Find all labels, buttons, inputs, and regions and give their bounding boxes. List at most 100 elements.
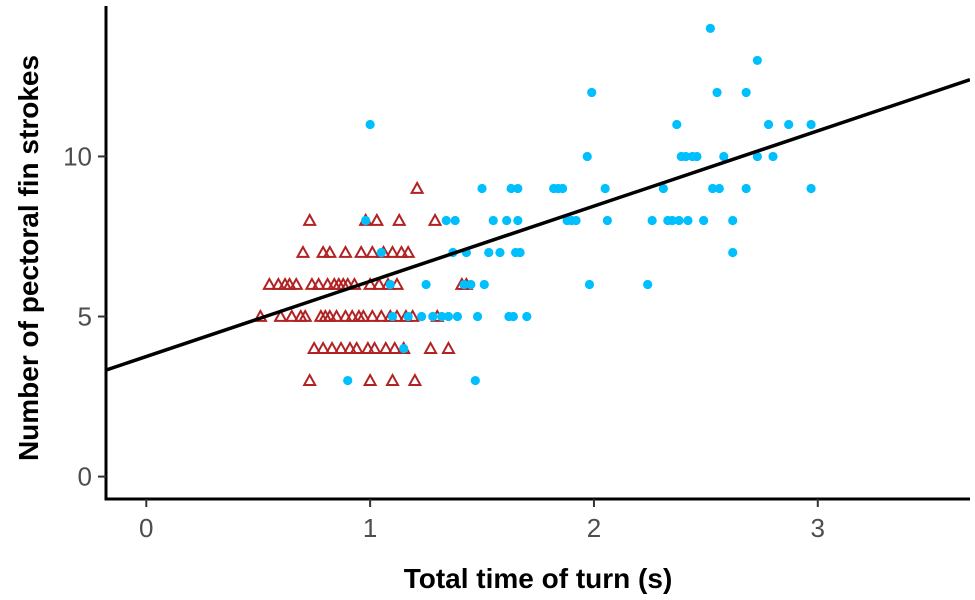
data-point-circle bbox=[466, 279, 476, 290]
data-point-triangle bbox=[302, 212, 317, 226]
data-point-circle bbox=[674, 215, 684, 226]
data-point-circle bbox=[376, 247, 386, 258]
data-point-circle bbox=[441, 215, 451, 226]
data-point-triangle bbox=[394, 244, 409, 258]
x-tick-label: 2 bbox=[587, 513, 601, 543]
data-point-triangle bbox=[392, 212, 407, 226]
x-axis-title: Total time of turn (s) bbox=[404, 563, 673, 594]
data-point-triangle bbox=[304, 276, 320, 290]
data-point-circle bbox=[699, 215, 709, 226]
data-point-circle bbox=[399, 343, 409, 354]
y-tick-label: 10 bbox=[63, 141, 92, 171]
data-point-triangle bbox=[362, 372, 378, 386]
data-point-triangle bbox=[284, 308, 299, 322]
data-point-triangle bbox=[353, 244, 369, 258]
data-point-triangle bbox=[378, 340, 393, 354]
data-point-circle bbox=[452, 311, 463, 322]
x-tick-label: 1 bbox=[363, 513, 377, 543]
data-point-triangle bbox=[385, 372, 400, 386]
data-point-triangle bbox=[409, 180, 425, 194]
data-point-circle bbox=[741, 87, 751, 98]
data-point-circle bbox=[587, 87, 597, 98]
data-point-triangle bbox=[407, 372, 423, 386]
data-point-circle bbox=[443, 311, 454, 322]
data-point-circle bbox=[728, 247, 738, 258]
data-point-circle bbox=[385, 279, 395, 290]
data-point-circle bbox=[763, 119, 774, 130]
data-point-circle bbox=[508, 311, 518, 322]
data-point-triangle bbox=[360, 340, 376, 354]
x-tick-label: 0 bbox=[139, 513, 153, 543]
data-point-circle bbox=[437, 311, 447, 322]
x-tick-label: 3 bbox=[811, 513, 825, 543]
data-point-triangle bbox=[333, 340, 349, 354]
data-point-triangle bbox=[289, 276, 304, 290]
data-point-circle bbox=[421, 279, 431, 290]
data-point-circle bbox=[417, 311, 427, 322]
data-point-triangle bbox=[441, 340, 456, 354]
data-point-circle bbox=[459, 279, 469, 290]
data-point-triangle bbox=[423, 340, 438, 354]
data-point-triangle bbox=[302, 372, 317, 386]
data-point-circle bbox=[683, 215, 693, 226]
data-point-circle bbox=[479, 279, 489, 290]
data-point-triangle bbox=[387, 340, 402, 354]
axes-layer: 0 1 2 3 0 5 10 bbox=[63, 6, 970, 543]
data-point-circle bbox=[582, 151, 592, 162]
fit-line bbox=[106, 78, 970, 372]
data-point-triangle bbox=[282, 276, 297, 290]
data-point-circle bbox=[522, 311, 532, 322]
data-point-triangle bbox=[338, 308, 353, 322]
data-point-circle bbox=[428, 311, 438, 322]
data-point-circle bbox=[361, 215, 371, 226]
data-point-triangle bbox=[427, 212, 443, 226]
data-point-circle bbox=[477, 183, 487, 194]
data-point-circle bbox=[705, 23, 715, 34]
data-point-circle bbox=[488, 215, 498, 226]
data-point-circle bbox=[643, 279, 653, 290]
data-point-triangle bbox=[311, 276, 326, 290]
data-point-triangle bbox=[400, 244, 416, 258]
data-point-triangle bbox=[320, 276, 335, 290]
data-point-circle bbox=[768, 151, 778, 162]
data-point-triangle bbox=[342, 340, 358, 354]
data-point-circle bbox=[403, 311, 413, 322]
data-point-circle bbox=[470, 375, 480, 386]
data-point-circle bbox=[712, 87, 722, 98]
y-tick-label: 0 bbox=[78, 462, 92, 492]
data-point-circle bbox=[472, 311, 483, 322]
data-point-circle bbox=[681, 151, 691, 162]
data-point-circle bbox=[502, 215, 512, 226]
data-point-triangle bbox=[262, 276, 277, 290]
data-point-triangle bbox=[345, 308, 360, 322]
data-point-circle bbox=[571, 215, 581, 226]
data-point-triangle bbox=[369, 212, 385, 226]
data-point-circle bbox=[513, 183, 523, 194]
data-point-triangle bbox=[298, 308, 313, 322]
data-point-triangle bbox=[295, 244, 311, 258]
data-point-circle bbox=[692, 151, 702, 162]
points-layer bbox=[253, 23, 816, 386]
data-point-triangle bbox=[374, 308, 389, 322]
data-point-circle bbox=[343, 375, 353, 386]
data-point-triangle bbox=[315, 244, 331, 258]
fit-line-layer bbox=[106, 78, 970, 372]
data-point-circle bbox=[806, 119, 816, 130]
data-point-circle bbox=[667, 215, 677, 226]
data-point-circle bbox=[752, 151, 762, 162]
data-point-triangle bbox=[315, 340, 331, 354]
data-point-circle bbox=[365, 119, 375, 130]
data-point-circle bbox=[752, 55, 762, 66]
data-point-circle bbox=[784, 119, 794, 130]
data-point-triangle bbox=[349, 340, 364, 354]
data-point-circle bbox=[484, 247, 494, 258]
data-point-circle bbox=[513, 215, 523, 226]
data-point-circle bbox=[658, 183, 668, 194]
data-point-circle bbox=[584, 279, 595, 290]
data-point-circle bbox=[558, 183, 568, 194]
data-point-triangle bbox=[371, 276, 387, 290]
data-point-triangle bbox=[322, 308, 338, 322]
data-point-triangle bbox=[322, 244, 338, 258]
